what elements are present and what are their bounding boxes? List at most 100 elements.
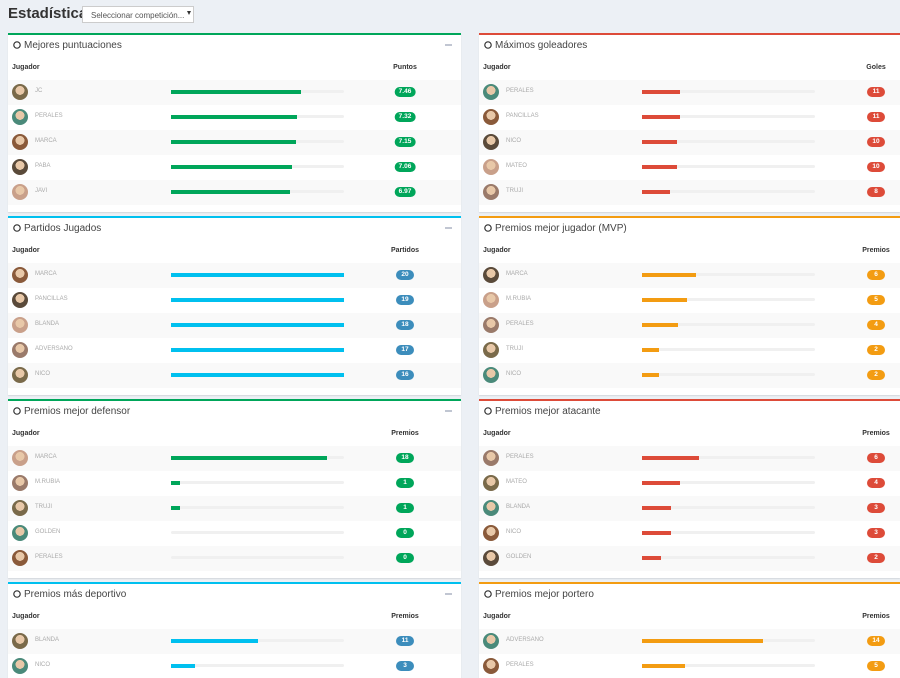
progress-bar (642, 348, 660, 352)
progress-track (642, 140, 815, 144)
table-row: NICO 16 (8, 363, 461, 388)
table-row: MATEO 10 (479, 155, 900, 180)
player-avatar (483, 342, 499, 358)
value-badge: 8 (867, 187, 885, 197)
table-row: TRUJI 8 (479, 180, 900, 205)
player-name: MARCA (35, 454, 57, 460)
progress-bar (642, 664, 686, 668)
table-row: GOLDEN 2 (479, 546, 900, 571)
table-row: PERALES 7.32 (8, 105, 461, 130)
progress-bar (171, 639, 258, 643)
progress-track (171, 506, 344, 510)
table-row: BLANDA 11 (8, 629, 461, 654)
progress-track (642, 348, 815, 352)
player-name: BLANDA (35, 637, 60, 643)
panel-icon (13, 224, 21, 232)
player-avatar (12, 292, 28, 308)
progress-track (642, 664, 815, 668)
player-name: PERALES (506, 88, 534, 94)
player-avatar (12, 84, 28, 100)
player-avatar (483, 267, 499, 283)
value-badge: 5 (867, 661, 885, 671)
player-name: PANCILLAS (35, 296, 68, 302)
value-badge: 2 (867, 370, 885, 380)
player-avatar (483, 475, 499, 491)
progress-bar (171, 165, 293, 169)
column-header: Premios (391, 430, 419, 437)
value-badge: 11 (396, 636, 414, 646)
competition-select[interactable]: Seleccionar competición... (82, 6, 194, 23)
panel: Premios mejor atacante Jugador Premios PERA… (479, 399, 900, 578)
table-row: PANCILLAS 11 (479, 105, 900, 130)
progress-track (642, 90, 815, 94)
value-badge: 11 (867, 112, 885, 122)
table-row: JC 7.46 (8, 80, 461, 105)
player-name: PANCILLAS (506, 113, 539, 119)
player-avatar (483, 633, 499, 649)
panel-icon (13, 41, 21, 49)
table-row: TRUJI 2 (479, 338, 900, 363)
player-avatar (483, 550, 499, 566)
progress-track (642, 190, 815, 194)
progress-bar (642, 298, 687, 302)
player-avatar (12, 317, 28, 333)
progress-bar (171, 506, 180, 510)
player-avatar (483, 525, 499, 541)
collapse-button[interactable] (445, 405, 452, 417)
panel-icon (13, 407, 21, 415)
value-badge: 18 (396, 453, 414, 463)
player-name: JAVI (35, 188, 48, 194)
progress-bar (642, 506, 672, 510)
progress-bar (171, 348, 344, 352)
player-avatar (12, 450, 28, 466)
minus-icon (445, 410, 452, 412)
progress-bar (171, 273, 344, 277)
progress-track (171, 165, 344, 169)
player-name: MARCA (35, 271, 57, 277)
column-header: Jugador (12, 613, 40, 620)
collapse-button[interactable] (445, 222, 452, 234)
value-badge: 17 (396, 345, 414, 355)
column-header: Goles (866, 64, 886, 71)
panel-icon (484, 224, 492, 232)
progress-bar (171, 373, 344, 377)
progress-track (642, 481, 815, 485)
player-name: TRUJI (506, 346, 523, 352)
panel: Premios más deportivo Jugador Premios BLAND… (8, 582, 461, 678)
progress-track (642, 298, 815, 302)
player-name: GOLDEN (35, 529, 61, 535)
collapse-button[interactable] (445, 39, 452, 51)
table-row: MARCA 18 (8, 446, 461, 471)
collapse-button[interactable] (445, 588, 452, 600)
player-avatar (483, 109, 499, 125)
player-name: MARCA (506, 271, 528, 277)
player-avatar (12, 367, 28, 383)
player-name: NICO (35, 371, 50, 377)
progress-bar (171, 140, 296, 144)
column-header: Jugador (483, 64, 511, 71)
panel-icon (484, 590, 492, 598)
table-row: BLANDA 3 (479, 496, 900, 521)
panel: Máximos goleadores Jugador Goles PERALES 11 P… (479, 33, 900, 212)
progress-track (171, 556, 344, 559)
value-badge: 4 (867, 478, 885, 488)
column-header: Jugador (12, 430, 40, 437)
table-row: MARCA 20 (8, 263, 461, 288)
table-row: ADVERSANO 17 (8, 338, 461, 363)
table-row: PERALES 0 (8, 546, 461, 571)
table-row: MARCA 6 (479, 263, 900, 288)
panel-icon (13, 590, 21, 598)
panel-title: Premios mejor defensor (24, 406, 131, 417)
value-badge: 5 (867, 295, 885, 305)
player-avatar (483, 658, 499, 674)
table-row: MARCA 7.15 (8, 130, 461, 155)
table-row: PANCILLAS 19 (8, 288, 461, 313)
value-badge: 19 (396, 295, 414, 305)
table-row: NICO 10 (479, 130, 900, 155)
value-badge: 0 (396, 553, 414, 563)
table-row: M.RUBIA 5 (479, 288, 900, 313)
panel: Premios mejor defensor Jugador Premios MARC… (8, 399, 461, 578)
progress-bar (171, 456, 327, 460)
progress-bar (642, 273, 696, 277)
